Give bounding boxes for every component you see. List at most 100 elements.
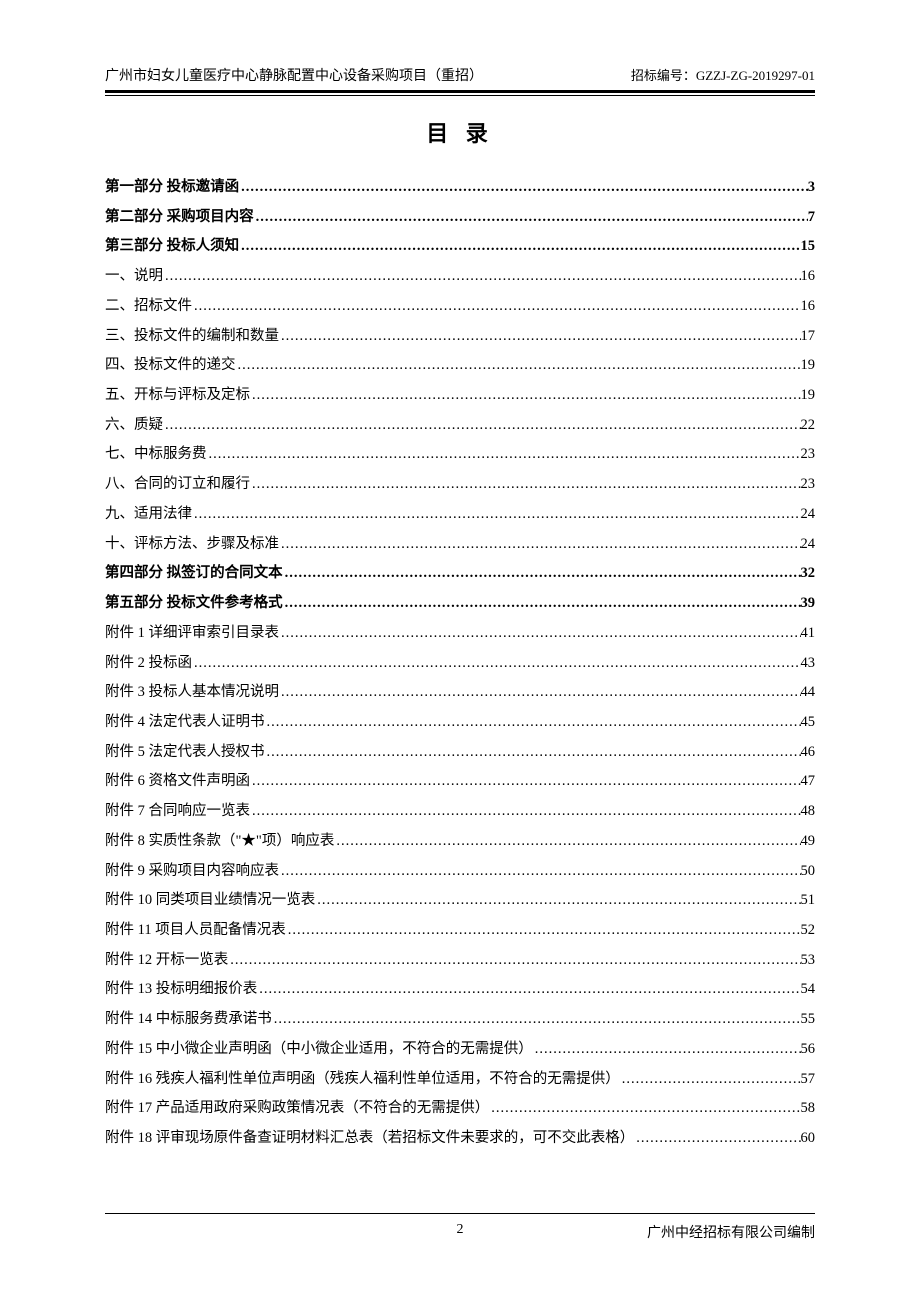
toc-entry-label: 五、开标与评标及定标	[105, 381, 250, 411]
toc-entry: 第二部分 采购项目内容.............................…	[105, 203, 815, 233]
toc-entry-label: 附件 8 实质性条款（"★"项）响应表	[105, 827, 334, 857]
toc-entry: 附件 6 资格文件声明函............................…	[105, 767, 815, 797]
toc-title: 目 录	[105, 116, 815, 148]
toc-entry-label: 附件 17 产品适用政府采购政策情况表（不符合的无需提供）	[105, 1094, 489, 1124]
toc-entry: 第五部分 投标文件参考格式...........................…	[105, 589, 815, 619]
document-page: 广州市妇女儿童医疗中心静脉配置中心设备采购项目（重招） 招标编号：GZZJ-ZG…	[0, 0, 920, 1154]
page-footer: 2 广州中经招标有限公司编制	[105, 1213, 815, 1242]
toc-entry-dots: ........................................…	[257, 975, 800, 1005]
toc-entry-label: 七、中标服务费	[105, 440, 207, 470]
toc-entry: 三、投标文件的编制和数量............................…	[105, 322, 815, 352]
toc-entry-label: 附件 11 项目人员配备情况表	[105, 916, 286, 946]
toc-entry-page: 23	[801, 470, 816, 500]
toc-entry-label: 附件 7 合同响应一览表	[105, 797, 250, 827]
toc-entry: 附件 10 同类项目业绩情况一览表.......................…	[105, 886, 815, 916]
toc-entry-label: 附件 4 法定代表人证明书	[105, 708, 265, 738]
toc-entry-dots: ........................................…	[620, 1065, 801, 1095]
toc-entry-page: 48	[801, 797, 816, 827]
toc-entry-page: 19	[801, 351, 816, 381]
toc-entry-dots: ........................................…	[163, 411, 801, 441]
toc-entry-label: 附件 13 投标明细报价表	[105, 975, 257, 1005]
toc-entry-page: 15	[801, 232, 816, 262]
header-underline	[105, 95, 815, 96]
toc-entry-label: 附件 18 评审现场原件备查证明材料汇总表（若招标文件未要求的，可不交此表格）	[105, 1124, 634, 1154]
toc-entry-page: 45	[801, 708, 816, 738]
toc-entry: 五、开标与评标及定标..............................…	[105, 381, 815, 411]
toc-entry-label: 一、说明	[105, 262, 163, 292]
toc-entry-label: 附件 9 采购项目内容响应表	[105, 857, 279, 887]
toc-entry: 七、中标服务费.................................…	[105, 440, 815, 470]
toc-entry-dots: ........................................…	[283, 589, 801, 619]
header-right-text: 招标编号：GZZJ-ZG-2019297-01	[631, 65, 815, 84]
toc-entry-dots: ........................................…	[634, 1124, 800, 1154]
toc-entry-dots: ........................................…	[250, 381, 801, 411]
toc-entry-label: 第二部分 采购项目内容	[105, 203, 254, 233]
toc-entry: 附件 4 法定代表人证明书...........................…	[105, 708, 815, 738]
toc-entry-dots: ........................................…	[192, 500, 801, 530]
toc-entry-label: 十、评标方法、步骤及标准	[105, 530, 279, 560]
toc-entry-page: 60	[801, 1124, 816, 1154]
toc-entry-label: 第三部分 投标人须知	[105, 232, 239, 262]
toc-entry-label: 八、合同的订立和履行	[105, 470, 250, 500]
toc-entry-page: 57	[801, 1065, 816, 1095]
toc-entry-label: 附件 12 开标一览表	[105, 946, 228, 976]
toc-entry-dots: ........................................…	[254, 203, 808, 233]
toc-entry: 十、评标方法、步骤及标准............................…	[105, 530, 815, 560]
toc-entry-dots: ........................................…	[207, 440, 801, 470]
toc-entry-page: 52	[801, 916, 816, 946]
toc-entry: 附件 2 投标函................................…	[105, 649, 815, 679]
toc-entry-dots: ........................................…	[265, 738, 801, 768]
page-header: 广州市妇女儿童医疗中心静脉配置中心设备采购项目（重招） 招标编号：GZZJ-ZG…	[105, 65, 815, 93]
toc-entry: 附件 16 残疾人福利性单位声明函（残疾人福利性单位适用，不符合的无需提供）..…	[105, 1065, 815, 1095]
toc-entry-page: 53	[801, 946, 816, 976]
toc-entry-page: 16	[801, 262, 816, 292]
toc-entry-dots: ........................................…	[250, 470, 801, 500]
toc-entry-dots: ........................................…	[192, 292, 801, 322]
toc-entry-page: 47	[801, 767, 816, 797]
toc-entry-dots: ........................................…	[236, 351, 801, 381]
toc-entry-dots: ........................................…	[239, 173, 808, 203]
toc-entry-label: 第四部分 拟签订的合同文本	[105, 559, 283, 589]
toc-entry-page: 58	[801, 1094, 816, 1124]
toc-entry-page: 7	[808, 203, 815, 233]
toc-entry-dots: ........................................…	[272, 1005, 801, 1035]
toc-entry: 九、适用法律..................................…	[105, 500, 815, 530]
toc-entry-dots: ........................................…	[250, 797, 801, 827]
toc-entry-dots: ........................................…	[163, 262, 801, 292]
toc-entry-page: 44	[801, 678, 816, 708]
toc-entry-page: 24	[801, 530, 816, 560]
toc-entry-label: 附件 10 同类项目业绩情况一览表	[105, 886, 315, 916]
toc-entry-dots: ........................................…	[286, 916, 801, 946]
toc-entry-dots: ........................................…	[192, 649, 801, 679]
toc-entry-label: 附件 3 投标人基本情况说明	[105, 678, 279, 708]
toc-entry: 附件 13 投标明细报价表...........................…	[105, 975, 815, 1005]
toc-entry-label: 附件 2 投标函	[105, 649, 192, 679]
footer-page-number: 2	[457, 1222, 464, 1238]
toc-entry-dots: ........................................…	[279, 678, 801, 708]
footer-right: 广州中经招标有限公司编制	[647, 1222, 815, 1242]
toc-entry-page: 51	[801, 886, 816, 916]
toc-entry-label: 六、质疑	[105, 411, 163, 441]
toc-entry: 六、质疑....................................…	[105, 411, 815, 441]
toc-entry: 附件 7 合同响应一览表............................…	[105, 797, 815, 827]
toc-entry: 附件 12 开标一览表.............................…	[105, 946, 815, 976]
toc-entry: 八、合同的订立和履行..............................…	[105, 470, 815, 500]
toc-entry: 第四部分 拟签订的合同文本...........................…	[105, 559, 815, 589]
toc-entry-dots: ........................................…	[334, 827, 800, 857]
toc-entry: 附件 5 法定代表人授权书...........................…	[105, 738, 815, 768]
toc-entry-page: 43	[801, 649, 816, 679]
toc-entry: 第三部分 投标人须知..............................…	[105, 232, 815, 262]
toc-entry-label: 附件 16 残疾人福利性单位声明函（残疾人福利性单位适用，不符合的无需提供）	[105, 1065, 620, 1095]
toc-entry: 附件 9 采购项目内容响应表..........................…	[105, 857, 815, 887]
toc-entry-page: 22	[801, 411, 816, 441]
toc-entry-label: 第一部分 投标邀请函	[105, 173, 239, 203]
toc-entry-page: 55	[801, 1005, 816, 1035]
toc-entry-label: 附件 6 资格文件声明函	[105, 767, 250, 797]
toc-entry: 附件 8 实质性条款（"★"项）响应表.....................…	[105, 827, 815, 857]
toc-entry-dots: ........................................…	[239, 232, 800, 262]
toc-entry: 一、说明....................................…	[105, 262, 815, 292]
toc-entry: 附件 1 详细评审索引目录表..........................…	[105, 619, 815, 649]
toc-entry-dots: ........................................…	[279, 619, 801, 649]
toc-entry-page: 23	[801, 440, 816, 470]
toc-entry-page: 50	[801, 857, 816, 887]
